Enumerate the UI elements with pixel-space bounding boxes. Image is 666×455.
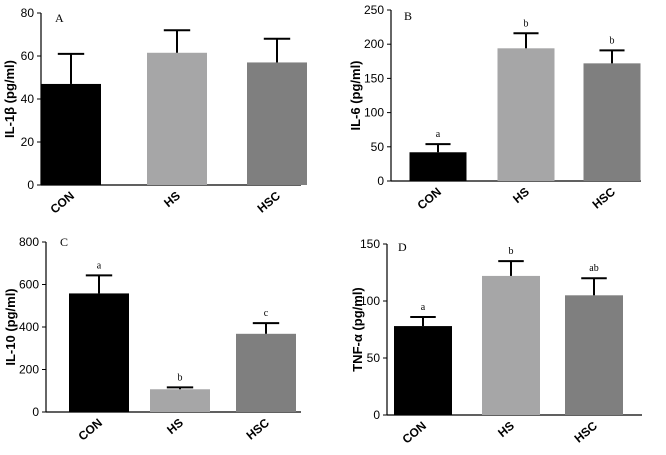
y-tick-label: 150	[360, 237, 380, 251]
significance-label: b	[178, 372, 183, 383]
y-tick-label: 100	[364, 106, 384, 120]
y-tick-label: 800	[19, 235, 39, 249]
y-tick-label: 0	[32, 405, 39, 419]
bar-hsc	[236, 333, 296, 412]
y-tick-label: 150	[364, 71, 384, 85]
bar-hs	[150, 389, 210, 412]
significance-label: b	[610, 35, 615, 46]
y-tick-label: 50	[371, 140, 385, 154]
bar-hsc	[565, 295, 623, 415]
x-category-label: HSC	[572, 418, 601, 445]
y-tick-label: 60	[21, 49, 35, 63]
x-category-label: CON	[399, 419, 428, 447]
panel-letter: D	[398, 240, 407, 254]
x-category-label: CON	[414, 185, 443, 213]
significance-label: a	[97, 260, 102, 271]
panel-b: 0 50 100 150 200 250 IL-6 (pg/ml) Ba CON b HS b HSC	[348, 3, 641, 212]
x-category-label: HSC	[255, 188, 284, 215]
y-tick-label: 80	[21, 6, 35, 20]
y-tick-label: 200	[19, 363, 39, 377]
bar-con	[409, 152, 467, 181]
y-axis-title: TNF-α (pg/ml)	[350, 287, 365, 372]
bar-hs	[482, 275, 540, 415]
y-tick-label: 50	[367, 351, 381, 365]
x-category-label: CON	[75, 416, 104, 444]
panel-a: 0 20 40 60 80 IL-1β (pg/ml) A CON HS HSC	[2, 6, 307, 216]
y-tick-label: 400	[19, 320, 39, 334]
bar-hsc	[247, 62, 307, 186]
bar-hsc	[583, 63, 641, 181]
y-tick-label: 250	[364, 3, 384, 17]
y-tick-label: 0	[373, 408, 380, 422]
significance-label: a	[421, 302, 426, 313]
significance-label: b	[524, 18, 529, 29]
x-category-label: HS	[510, 185, 532, 206]
y-tick-label: 20	[21, 135, 35, 149]
x-category-label: HSC	[590, 184, 619, 211]
panel-c: 0 200 400 600 800 IL-10 (pg/ml) Ca CON b HS c HSC	[3, 235, 301, 443]
bar-con	[41, 83, 101, 185]
significance-label: ab	[589, 263, 598, 274]
y-tick-label: 600	[19, 278, 39, 292]
y-tick-label: 200	[364, 37, 384, 51]
x-category-label: HS	[495, 419, 517, 440]
y-tick-label: 0	[377, 174, 384, 188]
bar-con	[394, 326, 452, 415]
panel-letter: B	[404, 9, 412, 23]
y-axis-title: IL-10 (pg/ml)	[3, 288, 18, 365]
panel-letter: A	[55, 11, 64, 25]
y-tick-label: 0	[27, 178, 34, 192]
significance-label: c	[264, 308, 269, 319]
bar-hs	[147, 52, 207, 186]
y-tick-label: 40	[21, 92, 35, 106]
bar-con	[69, 293, 129, 412]
x-category-label: CON	[47, 189, 76, 217]
x-category-label: HSC	[244, 415, 273, 442]
significance-label: a	[436, 129, 441, 140]
x-category-label: HS	[161, 189, 183, 210]
bar-hs	[497, 48, 555, 181]
x-category-label: HS	[164, 416, 186, 437]
y-axis-title: IL-1β (pg/ml)	[2, 60, 17, 138]
panel-letter: C	[60, 235, 68, 249]
y-tick-label: 100	[360, 294, 380, 308]
y-axis-title: IL-6 (pg/ml)	[348, 60, 363, 130]
panel-d: 0 50 100 150 TNF-α (pg/ml) Da CON b HS ab HSC	[350, 237, 642, 446]
significance-label: b	[509, 246, 514, 257]
